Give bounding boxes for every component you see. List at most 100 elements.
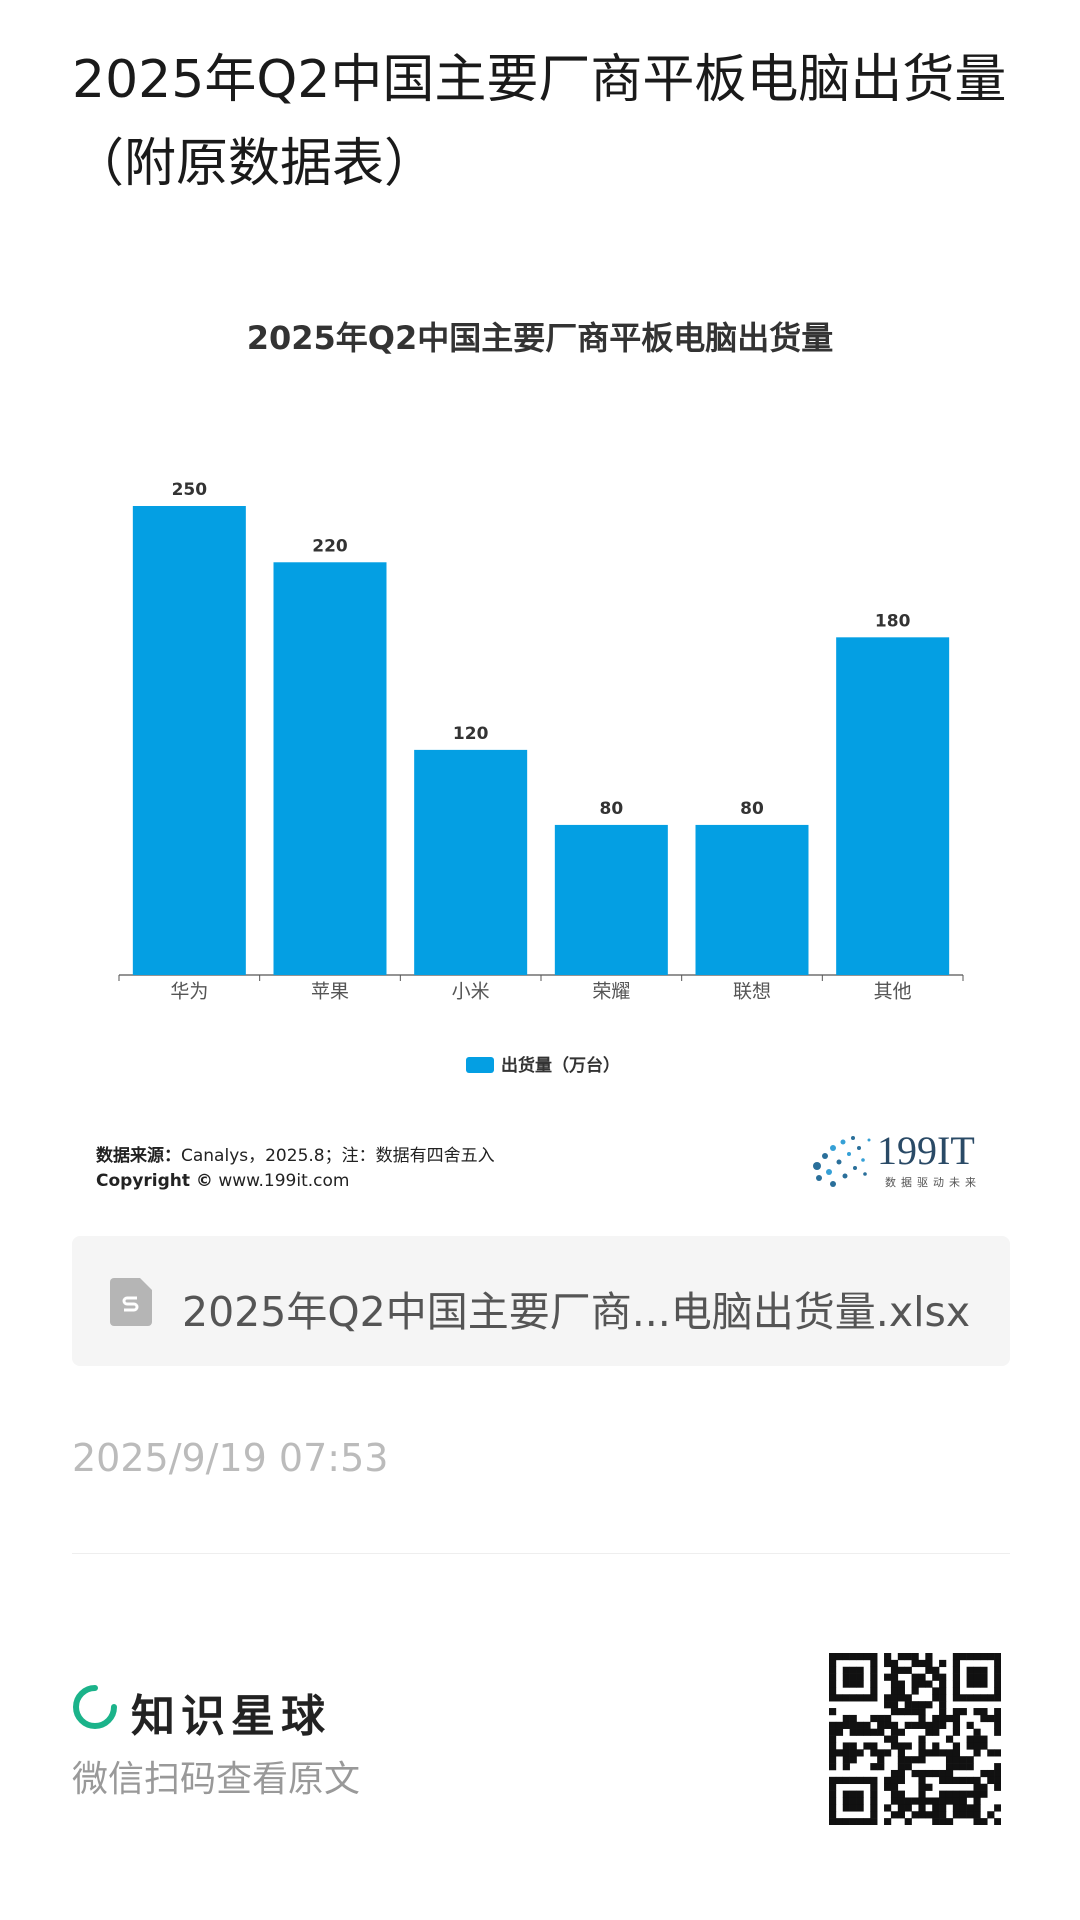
qr-module bbox=[890, 1666, 899, 1674]
file-icon bbox=[110, 1278, 152, 1326]
qr-module bbox=[863, 1728, 871, 1736]
qr-module bbox=[897, 1708, 905, 1716]
qr-module bbox=[980, 1673, 988, 1681]
qr-module bbox=[877, 1728, 885, 1736]
bar bbox=[554, 824, 668, 975]
qr-module bbox=[842, 1673, 850, 1681]
attachment-card[interactable]: 2025年Q2中国主要厂商...电脑出货量.xlsx bbox=[72, 1236, 1010, 1366]
qr-module bbox=[856, 1680, 864, 1688]
qr-module bbox=[918, 1673, 926, 1681]
qr-module bbox=[835, 1728, 844, 1736]
qr-module bbox=[890, 1742, 899, 1750]
qr-module bbox=[884, 1653, 892, 1661]
qr-module bbox=[829, 1811, 837, 1819]
qr-module bbox=[911, 1721, 919, 1729]
legend-swatch bbox=[466, 1057, 494, 1073]
qr-module bbox=[987, 1769, 995, 1778]
qr-module bbox=[945, 1790, 954, 1798]
qr-module bbox=[980, 1694, 988, 1702]
qr-module bbox=[952, 1742, 961, 1750]
qr-module bbox=[829, 1708, 837, 1716]
qr-module bbox=[994, 1804, 1001, 1812]
qr-module bbox=[829, 1763, 837, 1771]
qr-module bbox=[829, 1666, 837, 1674]
qr-module bbox=[966, 1776, 974, 1785]
qr-module bbox=[994, 1763, 1001, 1771]
qr-module bbox=[973, 1776, 981, 1785]
qr-module bbox=[973, 1749, 981, 1757]
qr-module bbox=[952, 1756, 961, 1764]
qr-module bbox=[966, 1804, 974, 1812]
value-label: 250 bbox=[172, 480, 208, 500]
qr-module bbox=[904, 1797, 912, 1805]
qr-module bbox=[829, 1694, 837, 1702]
qr-module bbox=[842, 1666, 850, 1674]
qr-module bbox=[939, 1714, 947, 1723]
qr-module bbox=[856, 1721, 864, 1729]
source-line: 数据来源：Canalys，2025.8；注：数据有四舍五入 bbox=[96, 1141, 495, 1166]
qr-module bbox=[945, 1756, 954, 1764]
qr-module bbox=[918, 1804, 926, 1812]
qr-module bbox=[884, 1776, 892, 1785]
qr-module bbox=[932, 1769, 940, 1778]
qr-module bbox=[849, 1680, 857, 1688]
qr-module bbox=[966, 1694, 974, 1702]
qr-module bbox=[856, 1804, 864, 1812]
qr-module bbox=[911, 1687, 919, 1695]
qr-module bbox=[856, 1653, 864, 1661]
qr-module bbox=[835, 1721, 844, 1729]
qr-module bbox=[904, 1756, 912, 1764]
qr-module bbox=[966, 1673, 974, 1681]
qr-module bbox=[939, 1749, 947, 1757]
qr-module bbox=[939, 1776, 947, 1785]
qr-module bbox=[842, 1694, 850, 1702]
qr-module bbox=[829, 1653, 837, 1661]
qr-module bbox=[884, 1818, 892, 1825]
qr-module bbox=[856, 1749, 864, 1757]
qr-module bbox=[890, 1790, 899, 1798]
qr-module bbox=[932, 1818, 940, 1825]
qr-module bbox=[829, 1742, 837, 1750]
qr-module bbox=[877, 1721, 885, 1729]
qr-module bbox=[856, 1776, 864, 1785]
qr-module bbox=[897, 1749, 905, 1757]
qr-module bbox=[829, 1818, 837, 1825]
page-title: 2025年Q2中国主要厂商平板电脑出货量（附原数据表） bbox=[72, 50, 1007, 194]
qr-module bbox=[849, 1742, 857, 1750]
qr-module bbox=[966, 1763, 974, 1771]
qr-module bbox=[945, 1769, 954, 1778]
qr-module bbox=[952, 1763, 961, 1771]
copyright-line: Copyright © www.199it.com bbox=[96, 1171, 349, 1191]
qr-module bbox=[994, 1694, 1001, 1702]
qr-module bbox=[842, 1797, 850, 1805]
qr-module bbox=[932, 1673, 940, 1681]
x-tick-label: 荣耀 bbox=[592, 981, 630, 1003]
qr-module bbox=[911, 1797, 919, 1805]
qr-module bbox=[980, 1714, 988, 1723]
qr-module bbox=[856, 1694, 864, 1702]
qr-module bbox=[952, 1797, 961, 1805]
qr-code[interactable] bbox=[829, 1653, 1001, 1825]
file-name: 2025年Q2中国主要厂商...电脑出货量.xlsx bbox=[182, 1288, 971, 1336]
x-tick-label: 联想 bbox=[733, 981, 771, 1003]
qr-module bbox=[918, 1769, 926, 1778]
qr-module bbox=[945, 1797, 954, 1805]
qr-module bbox=[959, 1797, 967, 1805]
qr-module bbox=[849, 1756, 857, 1764]
qr-module bbox=[842, 1790, 850, 1798]
x-tick-label: 华为 bbox=[170, 981, 208, 1003]
qr-module bbox=[863, 1653, 871, 1661]
qr-module bbox=[945, 1818, 954, 1825]
qr-module bbox=[987, 1811, 995, 1819]
site: www.199it.com bbox=[218, 1171, 350, 1191]
qr-module bbox=[994, 1749, 1001, 1757]
qr-module bbox=[870, 1694, 878, 1702]
logo-slogan: 数据驱动未来 bbox=[885, 1175, 981, 1189]
qr-module bbox=[952, 1776, 961, 1785]
qr-module bbox=[980, 1735, 988, 1743]
qr-module bbox=[952, 1728, 961, 1736]
qr-module bbox=[849, 1749, 857, 1757]
qr-module bbox=[829, 1749, 837, 1757]
logo-name: 199IT bbox=[877, 1128, 975, 1173]
qr-module bbox=[918, 1701, 926, 1709]
